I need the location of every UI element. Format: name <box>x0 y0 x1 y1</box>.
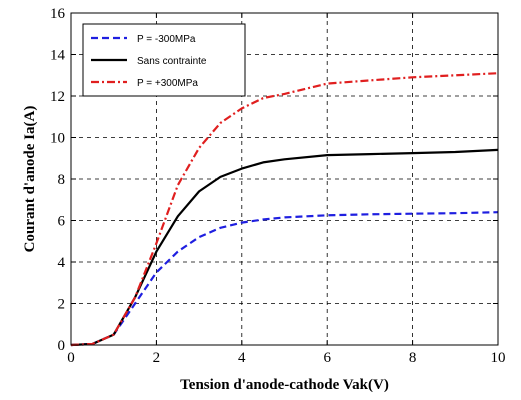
ticks: 0 2 4 6 8 10 0 2 4 6 8 10 12 14 16 <box>50 6 506 366</box>
x-tick-label: 0 <box>67 350 75 366</box>
x-axis-title: Tension d'anode-cathode Vak(V) <box>180 377 389 393</box>
x-tick-label: 10 <box>491 350 506 366</box>
y-axis-title: Courant d'anode Ia(A) <box>22 106 38 253</box>
legend-label: P = -300MPa <box>137 34 196 45</box>
grid <box>71 13 498 345</box>
y-tick-label: 0 <box>58 338 66 354</box>
x-tick-label: 2 <box>153 350 161 366</box>
y-tick-label: 2 <box>58 297 66 313</box>
x-tick-label: 6 <box>323 350 331 366</box>
series-line <box>70 211 499 347</box>
x-tick-label: 8 <box>409 350 417 366</box>
series-group <box>70 72 499 347</box>
legend-label: Sans contrainte <box>137 56 207 67</box>
y-tick-label: 16 <box>50 6 66 22</box>
legend: P = -300MPa Sans contrainte P = +300MPa <box>82 23 246 97</box>
y-tick-label: 10 <box>50 131 65 147</box>
y-tick-label: 12 <box>50 89 65 105</box>
series-line <box>70 72 499 347</box>
y-tick-label: 8 <box>58 172 66 188</box>
x-tick-label: 4 <box>238 350 246 366</box>
legend-label: P = +300MPa <box>137 78 198 89</box>
y-tick-label: 6 <box>58 214 66 230</box>
y-tick-label: 4 <box>58 255 66 271</box>
y-tick-label: 14 <box>50 48 66 64</box>
